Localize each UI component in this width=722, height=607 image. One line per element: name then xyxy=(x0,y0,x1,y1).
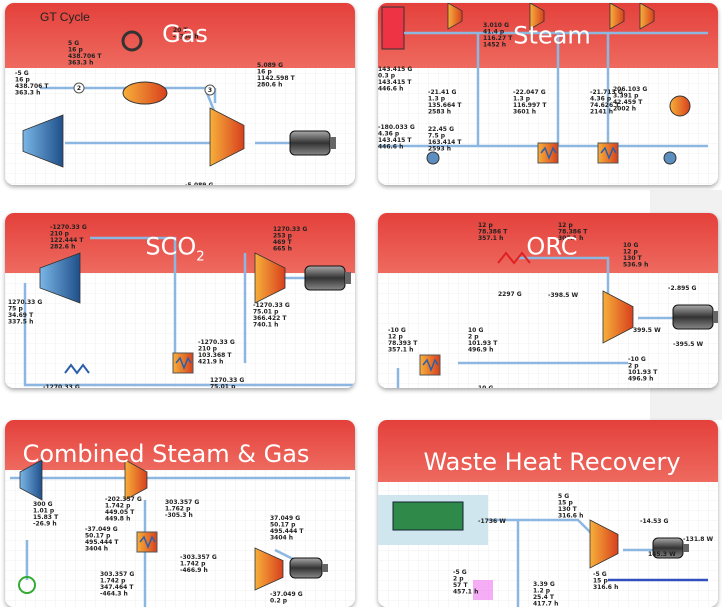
state-label: 2002 h xyxy=(613,106,636,113)
node-label: 2 xyxy=(77,85,81,92)
state-label: 740.1 h xyxy=(253,322,278,329)
state-label: 399.5 W xyxy=(633,327,661,334)
screen: 235 G16 p438.706 T363.3 h-5 G16 p438.706… xyxy=(0,0,722,607)
state-label: -1736 W xyxy=(478,518,506,525)
state-label: -1270.33 G xyxy=(43,384,80,391)
engine xyxy=(393,502,463,530)
tile-title: Gas xyxy=(162,20,208,48)
state-label: 449.8 h xyxy=(105,516,130,523)
boiler xyxy=(382,7,404,49)
state-label: 363.3 h xyxy=(68,60,93,67)
state-label: 282.6 h xyxy=(50,244,75,251)
state-label: -395.5 W xyxy=(673,341,704,348)
state-label: 316.6 h xyxy=(593,584,618,591)
title-text: Waste Heat Recovery xyxy=(423,448,680,476)
state-label: 3404 h xyxy=(85,546,108,553)
state-label: -26.9 h xyxy=(33,521,57,528)
generator xyxy=(673,305,713,329)
state-label: 3601 h xyxy=(513,109,536,116)
state-label: 2593 h xyxy=(428,146,451,153)
generator-cap xyxy=(345,272,351,284)
state-label: 363.3 h xyxy=(15,90,40,97)
generator-cap xyxy=(322,564,328,572)
state-label: 2141 h xyxy=(590,109,613,116)
title-text: Gas xyxy=(162,20,208,48)
state-label: -14.53 G xyxy=(640,518,669,525)
tile-title: Combined Steam & Gas xyxy=(23,440,310,468)
generator xyxy=(290,131,330,155)
generator xyxy=(305,266,345,290)
state-label: 75.01 p xyxy=(210,384,236,391)
tile-title: SCO2 xyxy=(145,232,204,264)
tile-title: ORC xyxy=(526,232,577,260)
title-text: Steam xyxy=(513,21,591,49)
state-label: 316.6 h xyxy=(558,513,583,520)
state-label: 2583 h xyxy=(428,109,451,116)
state-label: 446.6 h xyxy=(378,86,403,93)
generator-cap xyxy=(683,544,689,552)
tile-title: Waste Heat Recovery xyxy=(423,448,680,476)
state-label: -5.089 G xyxy=(185,182,214,189)
state-label: 446.6 h xyxy=(378,144,403,151)
state-label: 2297 G xyxy=(498,291,522,298)
state-label: 665 h xyxy=(273,246,292,253)
pump xyxy=(664,152,676,164)
state-label: 357.1 h xyxy=(388,347,413,354)
state-label: -305.3 h xyxy=(165,512,193,519)
generator xyxy=(290,558,322,578)
state-label: 3404 h xyxy=(270,535,293,542)
state-label: -131.8 W xyxy=(683,536,714,543)
title-text: ORC xyxy=(526,232,577,260)
state-label: 145.3 W xyxy=(648,551,676,558)
generator-cap xyxy=(330,137,336,149)
state-label: 10 G xyxy=(478,385,493,392)
pump xyxy=(427,152,439,164)
state-label: -464.3 h xyxy=(100,591,128,598)
state-label: 0.2 p xyxy=(270,598,288,605)
state-label: 536.9 h xyxy=(623,262,648,269)
state-label: 337.5 h xyxy=(8,319,33,326)
state-label: -398.5 W xyxy=(548,292,579,299)
state-label: 457.1 h xyxy=(453,589,478,596)
state-label: 421.9 h xyxy=(198,359,223,366)
tile-title: Steam xyxy=(513,21,591,49)
deaerator xyxy=(670,96,690,116)
state-label: 1452 h xyxy=(483,42,506,49)
state-label: 417.7 h xyxy=(533,601,558,607)
combustor xyxy=(123,82,167,104)
title-text: Combined Steam & Gas xyxy=(23,440,310,468)
node-label: 3 xyxy=(208,87,212,94)
title-text: SCO xyxy=(145,232,196,260)
state-label: 280.6 h xyxy=(257,82,282,89)
state-label: -2.895 G xyxy=(668,285,697,292)
state-label: 496.9 h xyxy=(628,376,653,383)
state-label: -466.9 h xyxy=(180,567,208,574)
state-label: 496.9 h xyxy=(468,347,493,354)
state-label: 357.1 h xyxy=(478,235,503,242)
title-subscript: 2 xyxy=(196,249,204,264)
caption: GT Cycle xyxy=(40,10,90,24)
